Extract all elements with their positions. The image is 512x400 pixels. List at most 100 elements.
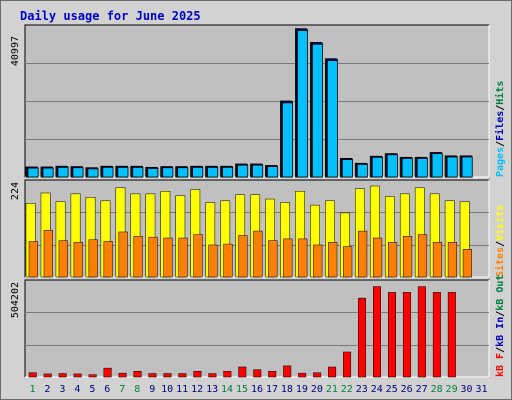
x-tick-label-day-3: 3: [59, 384, 65, 395]
legend-visits-sites: Sites/Visits: [494, 205, 506, 277]
bar-sites-day-21: [328, 242, 338, 278]
bar-sites-day-8: [133, 236, 143, 278]
bar-kbytes-f-day-1: [28, 372, 37, 378]
bar-sites-day-10: [163, 237, 173, 278]
x-tick-label-day-20: 20: [311, 384, 323, 395]
bar-kbytes-f-day-25: [387, 292, 396, 378]
x-tick-label-day-29: 29: [446, 384, 458, 395]
bar-pages-day-16: [252, 164, 264, 178]
bar-pages-day-9: [147, 168, 159, 178]
x-tick-label-day-19: 19: [296, 384, 308, 395]
bar-kbytes-f-day-15: [238, 366, 247, 378]
bar-kbytes-f-day-7: [118, 372, 127, 378]
bar-kbytes-f-day-19: [298, 372, 307, 378]
bar-pages-day-13: [207, 166, 219, 178]
bar-sites-day-24: [373, 237, 383, 278]
bar-sites-day-14: [223, 243, 233, 278]
legend-entry-sites: Sites: [494, 247, 506, 277]
bar-sites-day-6: [103, 241, 113, 278]
bar-kbytes-f-day-23: [358, 297, 367, 378]
bar-pages-day-6: [102, 166, 114, 178]
bar-sites-day-15: [238, 235, 248, 278]
bar-sites-day-1: [28, 241, 38, 278]
bar-kbytes-f-day-27: [417, 286, 426, 378]
bar-kbytes-f-day-28: [432, 292, 441, 378]
bar-kbytes-f-day-6: [103, 367, 112, 378]
bar-pages-day-19: [297, 30, 308, 178]
x-tick-label-day-27: 27: [416, 384, 428, 395]
bar-pages-day-14: [222, 166, 234, 178]
bar-kbytes-f-day-26: [402, 292, 411, 378]
x-tick-label-day-28: 28: [431, 384, 443, 395]
x-tick-label-day-4: 4: [74, 384, 80, 395]
x-tick-label-day-13: 13: [206, 384, 218, 395]
x-tick-label-day-24: 24: [371, 384, 383, 395]
bar-pages-day-27: [416, 158, 428, 178]
bar-sites-day-28: [432, 242, 443, 278]
bar-kbytes-f-day-13: [208, 373, 217, 378]
y-axis-max-label: 224: [10, 182, 21, 200]
x-tick-label-day-10: 10: [161, 384, 173, 395]
bar-kbytes-f-day-3: [58, 373, 67, 378]
legend-entry-files: Files: [494, 111, 506, 141]
plot-area: [24, 279, 490, 378]
bar-sites-day-4: [73, 242, 83, 278]
legend-separator: /: [495, 105, 506, 111]
x-tick-label-day-2: 2: [44, 384, 50, 395]
y-axis-max-label: 40997: [10, 36, 21, 66]
x-tick-label-day-23: 23: [356, 384, 368, 395]
bar-pages-day-24: [371, 156, 383, 178]
bar-sites-day-2: [43, 229, 53, 278]
bar-pages-day-2: [42, 167, 54, 178]
bar-pages-day-15: [237, 164, 249, 178]
bar-pages-day-21: [326, 60, 338, 178]
legend-entry-hits: Hits: [494, 81, 506, 105]
bar-sites-day-30: [462, 249, 472, 278]
bar-kbytes-f-day-29: [447, 292, 456, 378]
bar-kbytes-f-day-10: [163, 373, 172, 378]
panel-visits-sites: 224 Sites/Visits: [10, 179, 506, 278]
bar-kbytes-f-day-4: [73, 373, 82, 378]
x-tick-label-day-14: 14: [221, 384, 233, 395]
bar-pages-day-1: [27, 167, 39, 178]
bar-kbytes-f-day-5: [88, 374, 97, 378]
bar-pages-day-18: [282, 102, 294, 178]
legend-separator: /: [495, 311, 506, 317]
legend-entry-pages: Pages: [495, 147, 506, 177]
bar-pages-day-29: [446, 156, 458, 178]
x-tick-label-day-16: 16: [251, 384, 263, 395]
bar-sites-day-19: [298, 238, 308, 278]
x-tick-label-day-15: 15: [236, 384, 248, 395]
bar-pages-day-11: [177, 167, 189, 178]
bar-sites-day-17: [268, 240, 278, 278]
bar-pages-day-22: [341, 159, 353, 178]
legend-entry-kbytes_in: kB In: [495, 317, 506, 347]
bar-kbytes-f-day-11: [178, 373, 187, 378]
bar-pages-day-4: [72, 167, 84, 178]
bar-sites-day-13: [208, 244, 218, 278]
x-tick-label-day-25: 25: [386, 384, 398, 395]
bar-sites-day-3: [58, 240, 68, 278]
bar-sites-day-11: [178, 237, 188, 278]
bar-kbytes-f-day-8: [133, 370, 142, 378]
bar-sites-day-7: [118, 231, 128, 278]
y-axis-max-label: 504202: [10, 282, 21, 318]
legend-separator: /: [495, 141, 506, 147]
bar-kbytes-f-day-9: [148, 373, 157, 378]
bar-sites-day-29: [447, 242, 458, 278]
legend-entry-kbytes_out: kB Out: [495, 275, 506, 311]
bar-kbytes-f-day-17: [268, 370, 277, 378]
x-tick-label-day-22: 22: [341, 384, 353, 395]
bar-kbytes-f-day-18: [283, 365, 292, 378]
bar-pages-day-25: [386, 154, 398, 178]
bar-kbytes-f-day-21: [328, 366, 337, 378]
x-tick-label-day-1: 1: [29, 384, 35, 395]
bar-pages-day-17: [267, 166, 279, 178]
legend-entry-visits: Visits: [494, 205, 506, 241]
x-tick-label-day-6: 6: [104, 384, 110, 395]
bar-sites-day-27: [417, 234, 428, 278]
bar-sites-day-23: [358, 230, 368, 278]
